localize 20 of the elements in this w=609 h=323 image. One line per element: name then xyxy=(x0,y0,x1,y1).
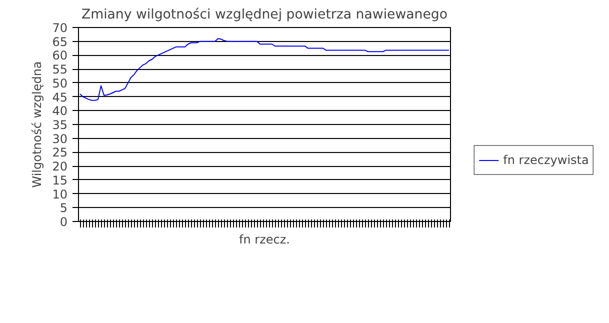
y-tick-label: 0 xyxy=(60,215,68,229)
chart-title: Zmiany wilgotności względnej powietrza nawiewanego xyxy=(81,8,448,22)
y-tick-label: 5 xyxy=(60,201,68,216)
y-tick-label: 65 xyxy=(52,34,68,49)
y-tick-label: 50 xyxy=(52,76,68,90)
y-tick-label: 60 xyxy=(52,48,68,63)
y-tick-label: 40 xyxy=(52,104,68,118)
legend-label: fn rzeczywista xyxy=(503,153,589,167)
y-tick-label: 70 xyxy=(52,21,68,35)
y-tick-label: 10 xyxy=(52,187,68,202)
y-tick-label: 20 xyxy=(52,160,68,174)
y-tick-label: 15 xyxy=(52,173,68,188)
y-tick-label: 30 xyxy=(52,132,68,146)
y-tick-label: 55 xyxy=(52,62,68,77)
y-tick-label: 25 xyxy=(52,146,68,160)
x-axis-title: fn rzecz. xyxy=(239,232,290,246)
y-tick-label: 35 xyxy=(52,118,68,132)
line-series xyxy=(80,38,450,101)
y-axis-title: Wilgotność względna xyxy=(30,61,44,188)
y-tick-label: 45 xyxy=(52,90,68,104)
